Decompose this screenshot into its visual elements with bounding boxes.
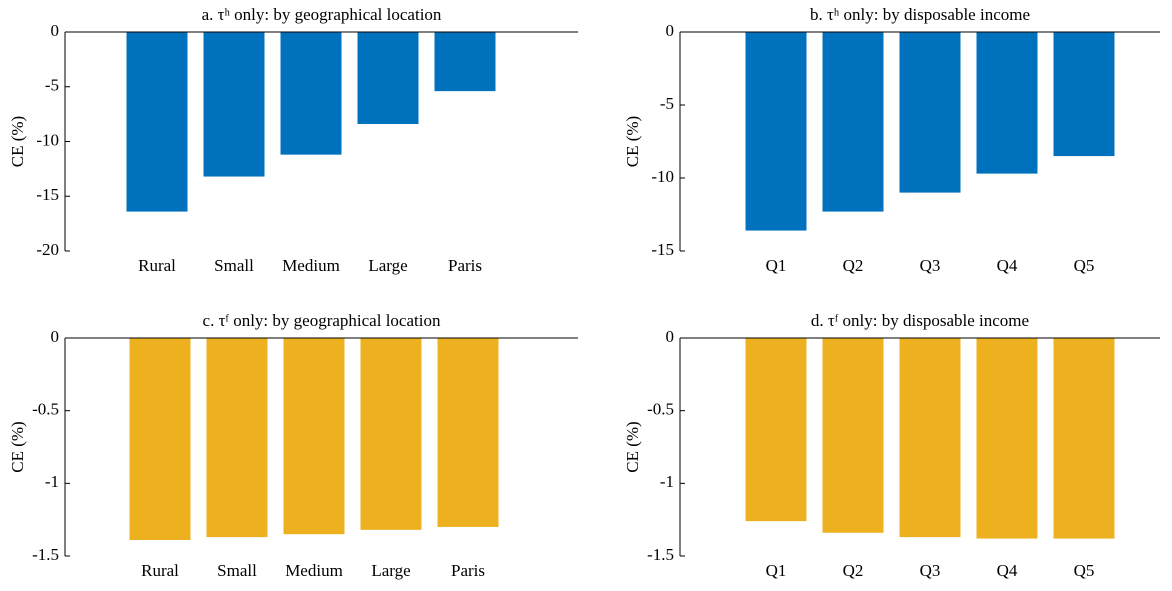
chart-title: a. τʰ only: by geographical location: [202, 5, 442, 24]
bar: [206, 338, 268, 538]
y-tick-label: 0: [666, 21, 675, 40]
y-tick-label: -15: [651, 240, 674, 259]
y-tick-label: 0: [51, 21, 60, 40]
x-tick-label: Q3: [920, 561, 941, 580]
bar: [822, 338, 884, 533]
bar: [357, 32, 419, 124]
y-tick-label: -1: [660, 472, 674, 491]
x-tick-label: Large: [371, 561, 410, 580]
y-axis-label: CE (%): [8, 116, 27, 167]
x-tick-label: Q5: [1074, 561, 1095, 580]
bar: [360, 338, 422, 530]
y-tick-label: -5: [660, 94, 674, 113]
bar: [283, 338, 345, 535]
x-tick-label: Q4: [997, 256, 1018, 275]
x-tick-label: Rural: [141, 561, 179, 580]
bar: [745, 32, 807, 231]
y-tick-label: -15: [36, 185, 59, 204]
y-tick-label: -1.5: [32, 545, 59, 564]
x-tick-label: Q2: [843, 256, 864, 275]
x-tick-label: Q4: [997, 561, 1018, 580]
x-tick-label: Q5: [1074, 256, 1095, 275]
chart-title: b. τʰ only: by disposable income: [810, 5, 1030, 24]
bar: [899, 32, 961, 193]
bar: [126, 32, 188, 212]
y-tick-label: -0.5: [647, 400, 674, 419]
x-tick-label: Q1: [766, 256, 787, 275]
y-tick-label: -10: [36, 130, 59, 149]
bar: [899, 338, 961, 538]
x-tick-label: Paris: [451, 561, 485, 580]
x-tick-label: Small: [214, 256, 254, 275]
x-tick-label: Paris: [448, 256, 482, 275]
y-axis-label: CE (%): [623, 421, 642, 472]
x-tick-label: Q2: [843, 561, 864, 580]
bar: [203, 32, 265, 177]
x-tick-label: Medium: [285, 561, 343, 580]
bar: [976, 338, 1038, 539]
y-tick-label: -10: [651, 167, 674, 186]
bar: [745, 338, 807, 522]
y-tick-label: -5: [45, 76, 59, 95]
x-tick-label: Rural: [138, 256, 176, 275]
y-tick-label: -1: [45, 472, 59, 491]
chart-title: c. τᶠ only: by geographical location: [203, 311, 441, 330]
bar: [822, 32, 884, 212]
y-axis-label: CE (%): [8, 421, 27, 472]
bar: [1053, 32, 1115, 157]
y-tick-label: 0: [51, 327, 60, 346]
bar: [434, 32, 496, 92]
y-tick-label: -1.5: [647, 545, 674, 564]
x-tick-label: Q3: [920, 256, 941, 275]
bar: [437, 338, 499, 527]
x-tick-label: Q1: [766, 561, 787, 580]
bar: [1053, 338, 1115, 539]
y-axis-label: CE (%): [623, 116, 642, 167]
x-tick-label: Small: [217, 561, 257, 580]
y-tick-label: -0.5: [32, 400, 59, 419]
chart-title: d. τᶠ only: by disposable income: [811, 311, 1029, 330]
y-tick-label: 0: [666, 327, 675, 346]
bar: [280, 32, 342, 155]
bar: [976, 32, 1038, 174]
x-tick-label: Medium: [282, 256, 340, 275]
y-tick-label: -20: [36, 240, 59, 259]
x-tick-label: Large: [368, 256, 407, 275]
bar: [129, 338, 191, 541]
